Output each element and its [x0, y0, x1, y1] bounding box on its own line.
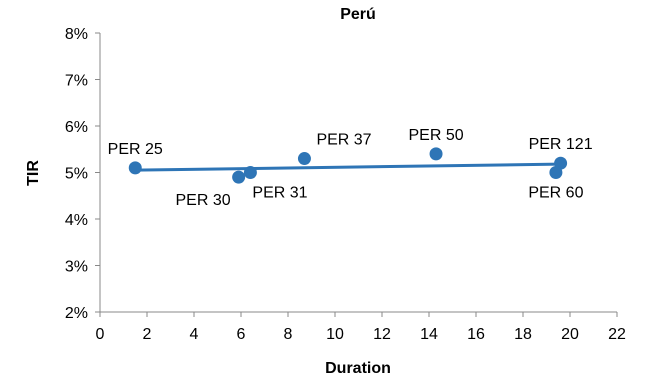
x-tick-label: 12	[373, 326, 391, 343]
plot-area	[99, 33, 617, 313]
y-tick-label: 4%	[65, 212, 88, 229]
data-point	[297, 152, 311, 166]
data-point	[232, 170, 246, 184]
data-label: PER 60	[528, 185, 583, 202]
data-point	[128, 161, 142, 175]
data-label: PER 121	[529, 136, 593, 153]
y-tick-label: 8%	[65, 26, 88, 43]
x-tick-label: 20	[561, 326, 579, 343]
data-point	[429, 147, 443, 161]
y-axis-title: TIR	[25, 160, 42, 186]
y-tick-label: 3%	[65, 259, 88, 276]
x-tick-label: 8	[284, 326, 293, 343]
data-point	[549, 166, 563, 179]
x-axis-title: Duration	[325, 360, 391, 377]
x-ticks: 0 2 4 6 8 10 12 14 16 18 20 22	[96, 312, 626, 343]
y-tick-label: 7%	[65, 73, 88, 90]
x-tick-label: 18	[514, 326, 532, 343]
x-tick-label: 14	[420, 326, 438, 343]
x-tick-label: 2	[143, 326, 152, 343]
data-label: PER 25	[108, 141, 163, 158]
x-tick-label: 10	[326, 326, 344, 343]
y-tick-label: 2%	[65, 305, 88, 322]
data-label: PER 31	[252, 185, 307, 202]
data-label: PER 50	[408, 127, 463, 144]
y-ticks: 2% 3% 4% 5% 6% 7% 8%	[65, 26, 100, 322]
data-label: PER 30	[176, 192, 231, 209]
data-points	[128, 147, 568, 184]
chart-title: Perú	[340, 6, 376, 23]
data-label: PER 37	[316, 132, 371, 149]
x-tick-label: 22	[608, 326, 626, 343]
y-tick-label: 5%	[65, 166, 88, 183]
x-tick-label: 6	[237, 326, 246, 343]
x-tick-label: 16	[467, 326, 485, 343]
data-point	[243, 166, 257, 179]
data-labels: PER 25 PER 30 PER 31 PER 37 PER 50 PER 121 PER…	[108, 127, 593, 209]
trendline	[135, 162, 559, 172]
x-tick-label: 4	[190, 326, 199, 343]
x-tick-label: 0	[96, 326, 105, 343]
y-tick-label: 6%	[65, 119, 88, 136]
